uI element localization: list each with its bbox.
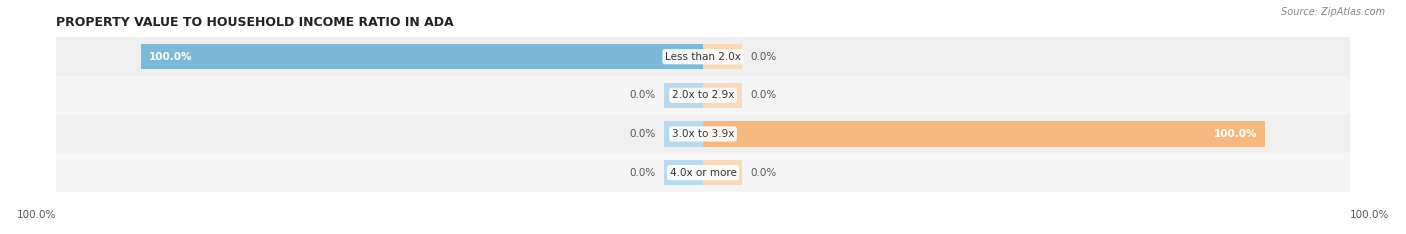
Text: 4.0x or more: 4.0x or more: [669, 168, 737, 178]
Bar: [703, 44, 742, 69]
Text: 2.0x to 2.9x: 2.0x to 2.9x: [672, 90, 734, 100]
Text: 0.0%: 0.0%: [628, 168, 655, 178]
Text: Less than 2.0x: Less than 2.0x: [665, 52, 741, 62]
Text: 100.0%: 100.0%: [17, 210, 56, 220]
Text: PROPERTY VALUE TO HOUSEHOLD INCOME RATIO IN ADA: PROPERTY VALUE TO HOUSEHOLD INCOME RATIO…: [56, 16, 454, 29]
Bar: [28, 153, 1378, 192]
Bar: [703, 83, 742, 108]
Text: 0.0%: 0.0%: [751, 52, 778, 62]
Text: 0.0%: 0.0%: [628, 129, 655, 139]
Bar: [703, 160, 742, 185]
Text: 0.0%: 0.0%: [751, 168, 778, 178]
Bar: [664, 83, 703, 108]
Bar: [664, 121, 703, 146]
Text: 100.0%: 100.0%: [1350, 210, 1389, 220]
Bar: [28, 76, 1378, 115]
Text: 0.0%: 0.0%: [628, 90, 655, 100]
Text: Source: ZipAtlas.com: Source: ZipAtlas.com: [1281, 7, 1385, 17]
Text: 3.0x to 3.9x: 3.0x to 3.9x: [672, 129, 734, 139]
Bar: [28, 37, 1378, 76]
Bar: [664, 160, 703, 185]
Bar: [141, 44, 703, 69]
Bar: [28, 115, 1378, 153]
Text: 100.0%: 100.0%: [149, 52, 193, 62]
Text: 0.0%: 0.0%: [751, 90, 778, 100]
Bar: [703, 121, 1265, 146]
Text: 100.0%: 100.0%: [1213, 129, 1257, 139]
